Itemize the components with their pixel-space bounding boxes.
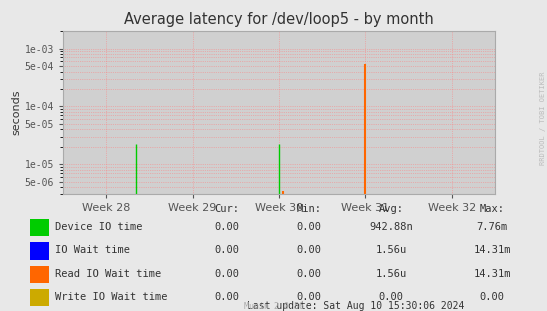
Text: 14.31m: 14.31m xyxy=(474,269,511,279)
Text: 7.76m: 7.76m xyxy=(476,222,508,232)
Text: 0.00: 0.00 xyxy=(214,222,240,232)
Text: RRDTOOL / TOBI OETIKER: RRDTOOL / TOBI OETIKER xyxy=(540,72,546,165)
Text: IO Wait time: IO Wait time xyxy=(55,245,130,255)
Bar xyxy=(30,242,49,260)
Bar xyxy=(30,266,49,283)
Bar xyxy=(30,219,49,236)
Text: Min:: Min: xyxy=(296,204,322,214)
Text: 0.00: 0.00 xyxy=(214,292,240,302)
Text: 0.00: 0.00 xyxy=(379,292,404,302)
Text: 1.56u: 1.56u xyxy=(375,269,407,279)
Text: Last update: Sat Aug 10 15:30:06 2024: Last update: Sat Aug 10 15:30:06 2024 xyxy=(247,301,464,311)
Text: 14.31m: 14.31m xyxy=(474,245,511,255)
Text: Max:: Max: xyxy=(480,204,505,214)
Y-axis label: seconds: seconds xyxy=(11,90,22,136)
Text: Write IO Wait time: Write IO Wait time xyxy=(55,292,167,302)
Text: 0.00: 0.00 xyxy=(214,269,240,279)
Text: Read IO Wait time: Read IO Wait time xyxy=(55,269,161,279)
Text: 0.00: 0.00 xyxy=(214,245,240,255)
Text: Munin 2.0.56: Munin 2.0.56 xyxy=(243,302,304,311)
Text: 0.00: 0.00 xyxy=(480,292,505,302)
Text: 0.00: 0.00 xyxy=(296,292,322,302)
Text: 942.88n: 942.88n xyxy=(369,222,413,232)
Title: Average latency for /dev/loop5 - by month: Average latency for /dev/loop5 - by mont… xyxy=(124,12,434,27)
Text: Device IO time: Device IO time xyxy=(55,222,142,232)
Bar xyxy=(30,289,49,306)
Text: 1.56u: 1.56u xyxy=(375,245,407,255)
Text: 0.00: 0.00 xyxy=(296,269,322,279)
Text: 0.00: 0.00 xyxy=(296,245,322,255)
Text: 0.00: 0.00 xyxy=(296,222,322,232)
Text: Avg:: Avg: xyxy=(379,204,404,214)
Text: Cur:: Cur: xyxy=(214,204,240,214)
